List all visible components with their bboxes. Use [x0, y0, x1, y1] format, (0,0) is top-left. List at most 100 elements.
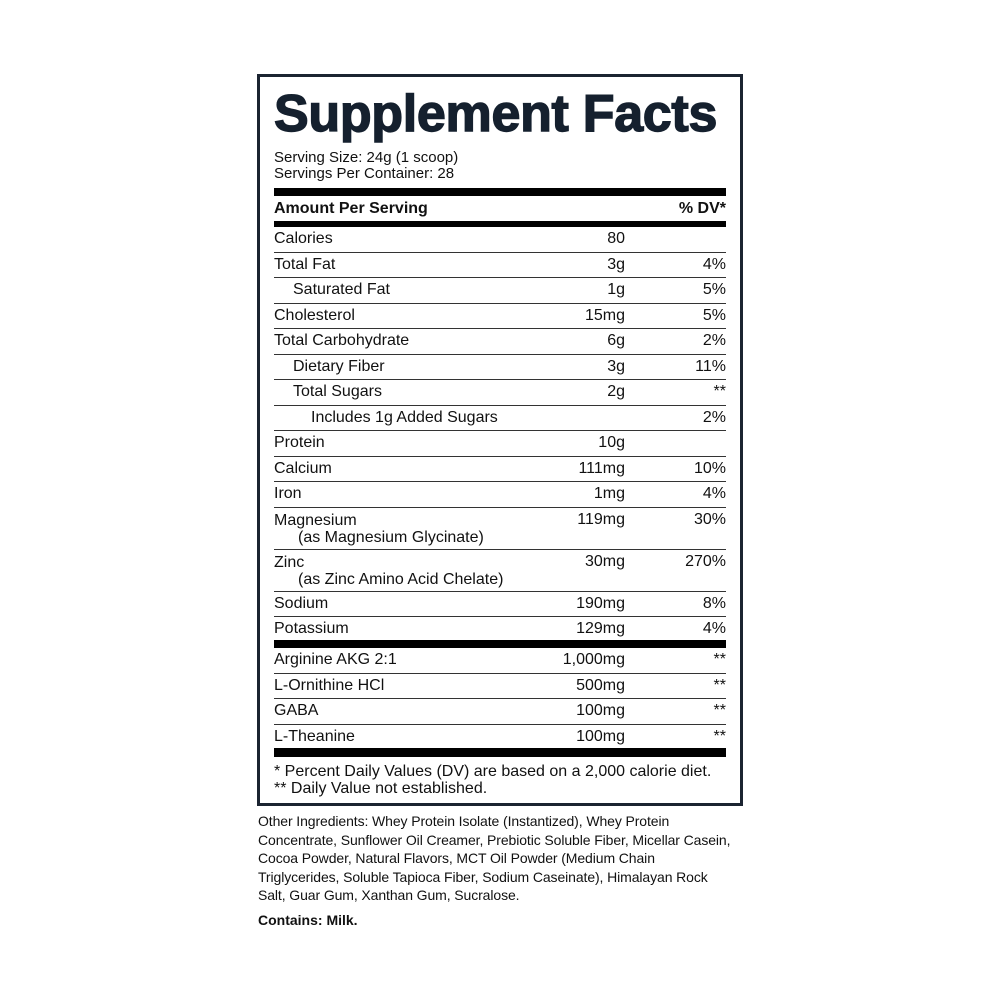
table-row: Total Sugars 2g **	[274, 380, 726, 406]
table-row: Sodium 190mg 8%	[274, 592, 726, 617]
table-row: Iron 1mg 4%	[274, 482, 726, 508]
nutrient-amount: 1g	[607, 281, 625, 298]
nutrient-amount: 119mg	[577, 510, 625, 528]
nutrient-amount: 6g	[607, 332, 625, 349]
nutrient-name: Dietary Fiber	[293, 357, 385, 375]
table-row: Calories 80	[274, 227, 726, 253]
nutrient-name-cell: Includes 1g Added Sugars	[274, 406, 535, 431]
footnote-dv: * Percent Daily Values (DV) are based on…	[274, 762, 712, 780]
nutrient-amount: 30mg	[584, 552, 625, 570]
nutrient-amount	[535, 406, 625, 431]
nutrient-name-cell: Iron	[274, 482, 535, 507]
nutrient-name-cell: Dietary Fiber	[274, 355, 535, 380]
table-row: Includes 1g Added Sugars 2%	[274, 406, 726, 431]
nutrient-name-cell: L-Theanine	[274, 725, 535, 748]
divider-thick	[274, 747, 726, 757]
table-row: Cholesterol 15mg 5%	[274, 304, 726, 329]
nutrient-amount: 15mg	[584, 306, 625, 324]
divider-thick	[274, 221, 726, 227]
nutrient-dv: 5%	[702, 281, 726, 298]
panel-title: Supplement Facts	[273, 85, 718, 143]
nutrient-dv: 4%	[702, 620, 726, 637]
nutrient-dv: **	[713, 383, 726, 400]
table-row: L-Theanine 100mg **	[274, 725, 726, 748]
nutrient-name: Sodium	[274, 594, 329, 612]
nutrient-dv: 10%	[693, 459, 726, 477]
servings-per-container: Servings Per Container: 28	[274, 165, 455, 182]
nutrient-dv: **	[713, 651, 726, 668]
nutrient-name-cell: Total Carbohydrate	[274, 329, 535, 354]
nutrient-dv: **	[713, 727, 726, 745]
nutrient-dv: 270%	[685, 552, 726, 570]
other-ingredients-list: Arginine AKG 2:1 1,000mg ** L-Ornithine HCl…	[274, 648, 726, 748]
nutrient-list: Calories 80 Total Fat 3g 4% Saturated Fat 1g 5%…	[274, 227, 726, 640]
nutrient-dv	[625, 431, 726, 456]
other-ingredients: Other Ingredients: Whey Protein Isolate …	[258, 813, 731, 904]
nutrient-name-cell: Potassium	[274, 617, 535, 640]
nutrient-name: L-Ornithine HCl	[274, 676, 385, 694]
nutrient-name-cell: Magnesium (as Magnesium Glycinate)	[274, 508, 535, 549]
nutrient-name: Saturated Fat	[293, 281, 390, 298]
table-row: L-Ornithine HCl 500mg **	[274, 674, 726, 699]
nutrient-name-cell: Zinc (as Zinc Amino Acid Chelate)	[274, 550, 535, 591]
nutrient-amount: 2g	[607, 383, 625, 400]
nutrient-name-cell: Calories	[274, 227, 535, 252]
nutrient-name: Magnesium	[274, 511, 357, 529]
nutrient-amount: 10g	[598, 434, 625, 451]
nutrient-amount: 100mg	[576, 727, 625, 745]
nutrient-name: GABA	[274, 702, 319, 719]
header-dv: % DV*	[678, 200, 726, 217]
nutrient-dv: 2%	[702, 408, 726, 426]
nutrient-name-cell: Saturated Fat	[274, 278, 535, 303]
header-amount: Amount Per Serving	[274, 200, 428, 217]
table-row: Protein 10g	[274, 431, 726, 457]
nutrient-name: Total Carbohydrate	[274, 332, 410, 349]
below-panel-text: Other Ingredients: Whey Protein Isolate …	[258, 812, 738, 929]
table-row: Magnesium (as Magnesium Glycinate) 119mg 30…	[274, 508, 726, 550]
nutrient-source: (as Magnesium Glycinate)	[298, 528, 484, 546]
nutrient-amount: 80	[607, 230, 625, 247]
footnote-not-established: ** Daily Value not established.	[274, 779, 488, 797]
nutrient-name-cell: Protein	[274, 431, 535, 456]
table-row: GABA 100mg **	[274, 699, 726, 725]
nutrient-dv: **	[713, 676, 726, 694]
allergen-statement: Contains: Milk.	[258, 911, 358, 928]
nutrient-name-cell: GABA	[274, 699, 535, 724]
nutrient-amount: 3g	[607, 357, 625, 375]
nutrient-name-cell: L-Ornithine HCl	[274, 674, 535, 699]
nutrient-amount: 129mg	[576, 620, 625, 637]
supplement-facts-panel: Supplement Facts Serving Size: 24g (1 sc…	[257, 74, 743, 806]
nutrient-amount: 100mg	[576, 702, 625, 719]
table-row: Potassium 129mg 4%	[274, 617, 726, 640]
nutrient-name: Potassium	[274, 620, 349, 637]
nutrient-name-cell: Total Fat	[274, 253, 535, 278]
nutrient-name-cell: Total Sugars	[274, 380, 535, 405]
serving-size: Serving Size: 24g (1 scoop)	[274, 149, 459, 166]
nutrient-name: L-Theanine	[274, 727, 355, 745]
nutrient-amount: 3g	[607, 255, 625, 273]
nutrient-amount: 1,000mg	[562, 651, 625, 668]
nutrient-name: Cholesterol	[274, 306, 355, 324]
nutrient-name-cell: Arginine AKG 2:1	[274, 648, 535, 673]
nutrient-amount: 111mg	[578, 459, 625, 477]
nutrient-source: (as Zinc Amino Acid Chelate)	[298, 570, 504, 588]
column-header: Amount Per Serving % DV*	[274, 196, 726, 221]
table-row: Arginine AKG 2:1 1,000mg **	[274, 648, 726, 674]
nutrient-name: Iron	[274, 485, 302, 502]
divider-thick	[274, 188, 726, 196]
nutrient-name: Total Fat	[274, 255, 336, 273]
nutrient-name: Zinc	[274, 553, 305, 571]
nutrient-amount: 500mg	[576, 676, 625, 694]
nutrient-dv: 4%	[702, 255, 726, 273]
nutrient-name: Arginine AKG 2:1	[274, 651, 397, 668]
nutrient-dv: **	[713, 702, 726, 719]
divider-thick	[274, 640, 726, 648]
nutrient-name-cell: Cholesterol	[274, 304, 535, 329]
nutrient-name: Includes 1g Added Sugars	[311, 408, 498, 426]
nutrient-dv: 2%	[702, 332, 726, 349]
table-row: Saturated Fat 1g 5%	[274, 278, 726, 304]
nutrient-dv: 30%	[693, 510, 726, 528]
nutrient-dv	[625, 227, 726, 252]
nutrient-amount: 1mg	[593, 485, 625, 502]
nutrient-dv: 5%	[702, 306, 726, 324]
